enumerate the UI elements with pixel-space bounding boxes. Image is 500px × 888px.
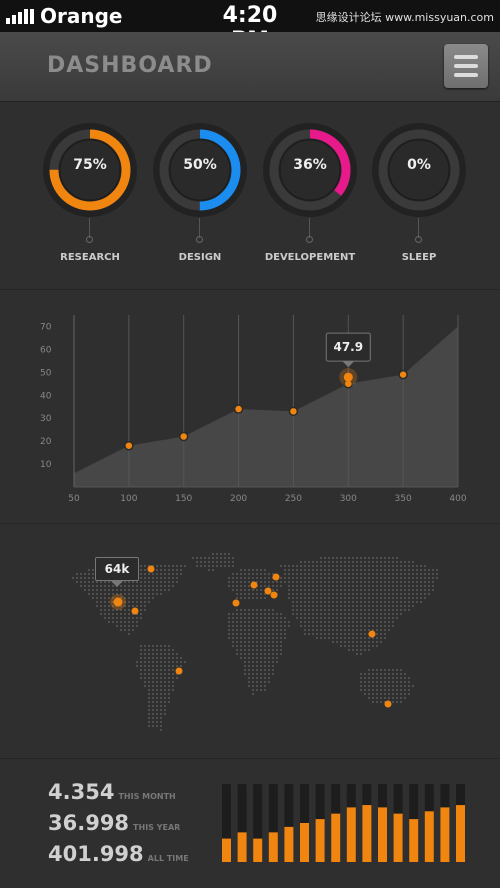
y-tick-label: 10 <box>40 460 52 470</box>
map-location-pin <box>250 581 258 589</box>
bar <box>393 813 403 862</box>
bar <box>362 805 372 862</box>
map-location-pin <box>384 700 392 708</box>
bar <box>331 813 341 862</box>
stat-value: 36.998 <box>48 811 130 835</box>
signal-strength-icon <box>6 8 34 24</box>
stat-label: ALL TIME <box>147 854 189 863</box>
hamburger-menu-button[interactable] <box>444 44 488 88</box>
y-tick-label: 30 <box>40 414 52 424</box>
bar <box>237 832 247 862</box>
bar <box>378 807 387 862</box>
ring-track <box>378 129 460 211</box>
x-tick-label: 400 <box>449 494 466 504</box>
ring-value: 0% <box>407 157 431 173</box>
ring-label: RESEARCH <box>60 252 120 263</box>
x-tick-label: 200 <box>230 494 247 504</box>
ring-research-gauge <box>43 123 137 217</box>
map-location-pin <box>270 591 278 599</box>
bar <box>253 838 263 862</box>
menu-icon <box>454 55 478 59</box>
stat-value: 4.354 <box>48 780 115 804</box>
y-tick-label: 40 <box>40 391 52 401</box>
carrier-name: Orange <box>40 4 123 28</box>
stat-this-month: 4.354 THIS MONTH <box>48 780 176 804</box>
watermark-text: 思缘设计论坛 www.missyuan.com <box>315 11 494 24</box>
map-tooltip: 64k <box>95 557 139 587</box>
ring-sleep[interactable]: 0% SLEEP <box>371 122 467 270</box>
bar <box>284 826 294 862</box>
data-point <box>178 431 189 442</box>
x-tick-label: 150 <box>175 494 192 504</box>
chart-tooltip: 47.9 <box>325 332 371 368</box>
y-tick-label: 50 <box>40 368 52 378</box>
chart-tooltip-value: 47.9 <box>333 340 363 354</box>
progress-rings: 75% RESEARCH 50% DESIGN 36% DEVELOPEMENT… <box>0 102 500 290</box>
ring-label: DEVELOPEMENT <box>264 252 356 263</box>
y-tick-label: 20 <box>40 437 52 447</box>
map-land-dots <box>72 553 438 731</box>
map-location-pin <box>131 607 139 615</box>
ring-sleep-gauge <box>372 123 466 217</box>
ring-developement-gauge <box>263 123 357 217</box>
world-map-section: 64k <box>0 525 500 759</box>
ring-design-gauge <box>153 123 247 217</box>
ring-design[interactable]: 50% DESIGN <box>152 122 248 270</box>
data-point <box>124 440 134 451</box>
stats-section: 4.354 THIS MONTH 36.998 THIS YEAR 401.998 A… <box>0 760 500 888</box>
bar <box>424 811 434 862</box>
bar-chart <box>222 784 465 862</box>
stat-label: THIS MONTH <box>118 792 176 801</box>
ring-label: DESIGN <box>178 252 222 263</box>
x-tick-label: 250 <box>285 494 302 504</box>
ring-value: 36% <box>293 157 327 173</box>
ring-value: 75% <box>73 157 107 173</box>
world-map <box>72 553 438 731</box>
map-highlight-pin <box>113 597 123 607</box>
map-location-pin <box>147 565 155 573</box>
bar <box>300 823 309 862</box>
ring-arc <box>159 129 241 211</box>
map-location-pin <box>368 630 376 638</box>
map-location-pin <box>175 667 183 675</box>
ring-arc <box>269 129 351 211</box>
bar <box>268 832 278 862</box>
data-point <box>233 404 244 414</box>
map-location-pin <box>264 587 272 595</box>
line-chart-section: 10 20 30 40 50 60 70 50 100 150 200 250 300 350 400 47.… <box>0 291 500 524</box>
highlight-point <box>343 372 353 382</box>
ring-developement[interactable]: 36% DEVELOPEMENT <box>262 122 358 270</box>
app-header: DASHBOARD <box>0 32 500 102</box>
data-point <box>288 406 299 417</box>
stat-value: 401.998 <box>48 842 144 866</box>
stat-label: THIS YEAR <box>133 823 181 832</box>
y-tick-label: 70 <box>40 322 52 332</box>
y-tick-label: 60 <box>40 345 52 355</box>
x-tick-label: 300 <box>340 494 357 504</box>
area-chart: 10 20 30 40 50 60 70 50 100 150 200 250 300 350 400 47.… <box>40 315 467 504</box>
map-location-pin <box>272 573 280 581</box>
x-tick-label: 100 <box>120 494 137 504</box>
bar <box>440 807 450 862</box>
stat-all-time: 401.998 ALL TIME <box>48 842 189 866</box>
stat-this-year: 36.998 THIS YEAR <box>48 811 180 835</box>
ring-arc <box>49 129 131 211</box>
status-bar: Orange 4:20 PM 思缘设计论坛 www.missyuan.com <box>0 0 500 53</box>
ring-value: 50% <box>183 157 217 173</box>
bar <box>315 819 325 862</box>
x-tick-label: 350 <box>395 494 412 504</box>
map-location-pin <box>232 599 240 607</box>
area-fill <box>74 326 458 487</box>
bar <box>456 805 465 862</box>
ring-research[interactable]: 75% RESEARCH <box>42 122 138 270</box>
ring-label: SLEEP <box>401 252 437 263</box>
page-title: DASHBOARD <box>47 53 213 78</box>
bar <box>409 819 419 862</box>
bar <box>222 838 231 862</box>
data-point <box>398 369 408 380</box>
x-tick-label: 50 <box>68 494 80 504</box>
bar <box>346 807 356 862</box>
